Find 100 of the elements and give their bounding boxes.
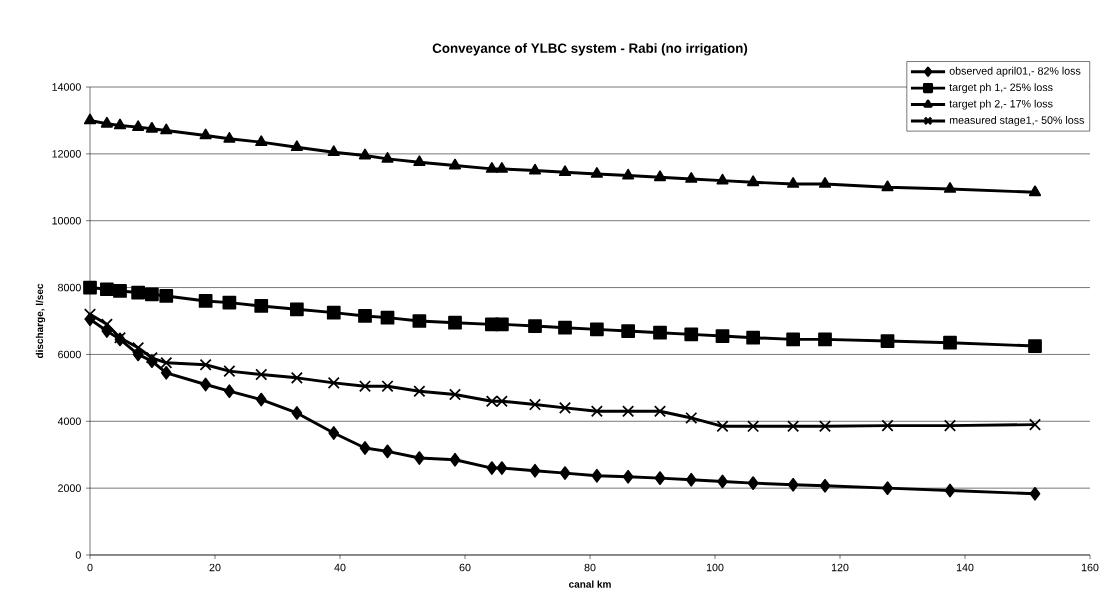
point — [715, 329, 730, 343]
point — [943, 335, 957, 350]
y-tick-label: 0 — [75, 551, 81, 559]
point — [359, 441, 371, 455]
point — [882, 481, 893, 496]
y-tick-label: 4000 — [57, 417, 81, 426]
point — [132, 120, 145, 131]
point — [224, 384, 235, 399]
point — [1028, 339, 1042, 353]
point — [558, 320, 572, 335]
point — [818, 420, 832, 433]
point — [382, 444, 393, 459]
point — [622, 168, 635, 180]
point — [358, 148, 372, 160]
point — [621, 324, 635, 338]
y-tick-label: 12000 — [52, 150, 81, 158]
point — [83, 113, 97, 125]
chart-title: Conveyance of YLBC system - Rabi (no irrigation) — [432, 43, 748, 56]
point — [528, 319, 542, 333]
point — [413, 385, 426, 398]
point — [1028, 418, 1042, 431]
point — [159, 289, 174, 303]
point — [591, 468, 603, 483]
point — [83, 280, 97, 295]
x-tick-label: 20 — [209, 563, 221, 572]
point — [819, 478, 831, 493]
point — [160, 365, 172, 380]
point — [145, 351, 158, 364]
point — [290, 371, 303, 384]
point — [198, 294, 213, 308]
point — [358, 380, 372, 393]
legend-label: observed april01,- 82% loss — [949, 66, 1081, 77]
point — [716, 420, 729, 433]
x-axis-title: canal km — [569, 580, 611, 588]
point — [328, 426, 340, 440]
point — [222, 295, 237, 310]
point — [747, 476, 759, 490]
y-axis-title: discharge, l/sec — [35, 283, 46, 359]
point — [113, 284, 127, 298]
point — [528, 398, 542, 411]
point — [590, 167, 603, 178]
point — [496, 461, 508, 475]
point — [881, 419, 894, 432]
point — [653, 325, 667, 340]
point — [590, 405, 603, 418]
point — [529, 463, 541, 478]
point — [746, 330, 760, 345]
point — [254, 299, 269, 313]
point — [200, 377, 211, 392]
point — [786, 332, 800, 347]
point — [414, 451, 425, 465]
point — [685, 411, 698, 424]
point — [653, 170, 667, 182]
point — [291, 406, 303, 420]
point — [558, 401, 572, 414]
point — [145, 121, 158, 133]
point — [199, 128, 212, 140]
legend-label: target ph 2,- 17% loss — [949, 99, 1053, 110]
point — [787, 477, 799, 492]
point — [528, 163, 542, 175]
y-tick-label: 10000 — [52, 216, 81, 225]
x-tick-label: 0 — [87, 563, 93, 572]
point — [495, 162, 508, 173]
point — [381, 152, 394, 163]
point — [255, 392, 267, 407]
point — [818, 332, 832, 347]
point — [326, 305, 341, 320]
point — [716, 173, 729, 185]
point — [449, 452, 461, 467]
point — [495, 317, 509, 332]
point — [448, 315, 462, 330]
point — [145, 287, 159, 302]
point — [255, 135, 268, 147]
point — [327, 376, 340, 389]
point — [381, 380, 394, 393]
y-tick-label: 14000 — [52, 83, 81, 91]
point — [486, 461, 498, 475]
point — [83, 308, 97, 321]
point — [1028, 185, 1042, 197]
point — [653, 405, 667, 418]
legend-label: target ph 1,- 25% loss — [949, 83, 1053, 94]
x-tick-label: 40 — [334, 563, 346, 572]
point — [685, 472, 697, 487]
point — [943, 182, 957, 193]
point — [290, 302, 304, 317]
point — [358, 309, 372, 323]
point — [685, 172, 698, 183]
point — [132, 341, 145, 354]
point — [448, 388, 462, 401]
point — [113, 118, 127, 130]
point — [290, 140, 303, 152]
y-tick-label: 8000 — [58, 283, 81, 292]
x-tick-label: 60 — [459, 563, 471, 572]
point — [1029, 486, 1041, 501]
point — [412, 314, 427, 328]
x-tick-label: 100 — [706, 563, 724, 572]
point — [684, 327, 699, 342]
point — [880, 334, 895, 348]
point — [101, 324, 113, 338]
point — [223, 131, 236, 143]
